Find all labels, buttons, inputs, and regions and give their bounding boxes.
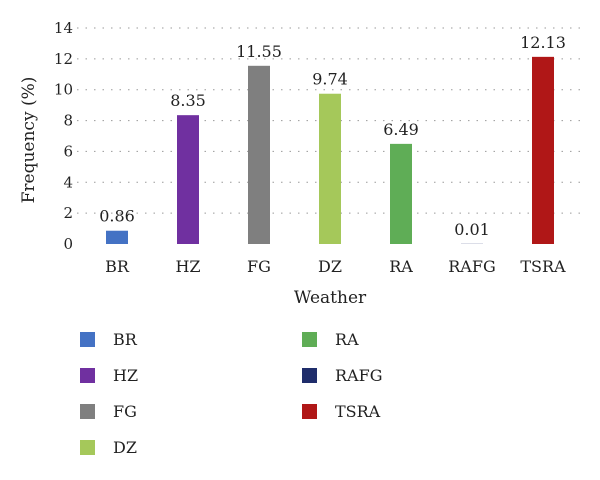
legend-item-br: BR (80, 330, 137, 349)
bar-fg (248, 65, 270, 244)
y-axis-title: Frequency (%) (19, 77, 39, 204)
data-label-tsra: 12.13 (520, 33, 566, 52)
legend-swatch (302, 404, 317, 419)
x-tick-label-hz: HZ (175, 257, 200, 276)
x-tick-label-tsra: TSRA (520, 257, 566, 276)
data-labels: 0.86 8.35 11.55 9.74 6.49 0.01 12.13 (99, 33, 566, 239)
legend-item-dz: DZ (80, 438, 137, 457)
y-tick-label: 12 (54, 50, 73, 68)
x-axis-ticks: BR HZ FG DZ RA RAFG TSRA (105, 257, 566, 276)
legend-label: TSRA (335, 402, 381, 421)
legend-label: RA (335, 330, 359, 349)
data-label-br: 0.86 (99, 207, 135, 226)
legend-label: DZ (113, 438, 137, 457)
data-label-ra: 6.49 (383, 120, 419, 139)
data-label-hz: 8.35 (170, 91, 206, 110)
x-tick-label-dz: DZ (318, 257, 342, 276)
legend-swatch (80, 332, 95, 347)
legend-item-rafg: RAFG (302, 366, 382, 385)
legend-swatch (302, 332, 317, 347)
legend-label: FG (113, 402, 137, 421)
y-tick-label: 14 (54, 19, 73, 37)
legend-label: HZ (113, 366, 139, 385)
legend-swatch (302, 368, 317, 383)
y-tick-label: 8 (63, 112, 73, 130)
bar-ra (390, 143, 412, 244)
legend-label: RAFG (335, 366, 383, 385)
data-label-dz: 9.74 (312, 70, 348, 89)
data-label-rafg: 0.01 (454, 220, 490, 239)
legend-item-fg: FG (80, 402, 137, 421)
y-tick-label: 2 (63, 204, 73, 222)
legend-item-ra: RA (302, 330, 359, 349)
y-axis-ticks: 0 2 4 6 8 10 12 14 (54, 19, 73, 253)
y-tick-label: 0 (63, 235, 73, 253)
bar-br (106, 230, 128, 244)
legend-swatch (80, 440, 95, 455)
x-tick-label-br: BR (105, 257, 130, 276)
x-tick-label-ra: RA (389, 257, 413, 276)
bars (106, 56, 554, 245)
x-tick-label-fg: FG (247, 257, 271, 276)
bar-chart: 0 2 4 6 8 10 12 14 0.86 8.35 11.55 9.74 6.49 0.01 12.… (19, 19, 580, 308)
legend-label: BR (113, 330, 137, 349)
legend: BR HZ FG DZ RA RAFG TSRA (80, 330, 520, 470)
y-tick-label: 10 (54, 81, 73, 99)
data-label-fg: 11.55 (236, 42, 282, 61)
x-axis-title: Weather (294, 288, 367, 308)
bar-dz (319, 93, 341, 245)
x-tick-label-rafg: RAFG (448, 257, 495, 276)
legend-item-tsra: TSRA (302, 402, 380, 421)
legend-item-hz: HZ (80, 366, 138, 385)
y-tick-label: 6 (63, 142, 73, 160)
bar-tsra (532, 56, 554, 245)
y-tick-label: 4 (63, 173, 73, 191)
legend-swatch (80, 368, 95, 383)
bar-hz (177, 115, 199, 245)
legend-swatch (80, 404, 95, 419)
